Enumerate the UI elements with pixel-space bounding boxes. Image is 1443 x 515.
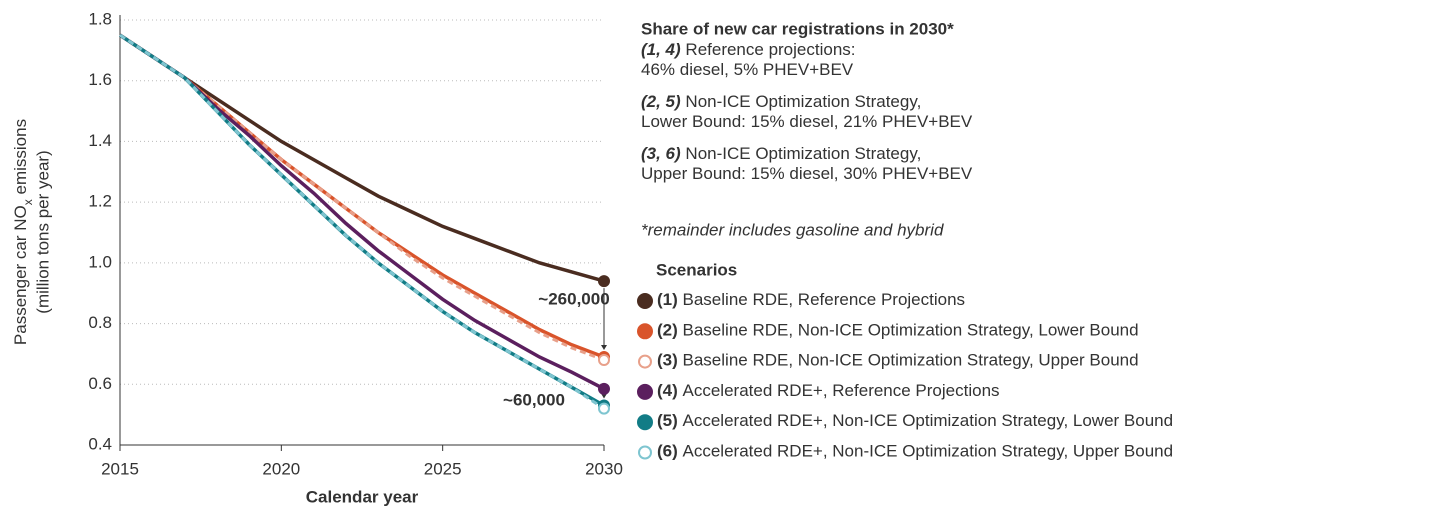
y-label-part: Passenger car NO — [11, 205, 30, 345]
y-tick-label: 0.6 — [88, 374, 112, 393]
legend-label: Baseline RDE, Non-ICE Optimization Strat… — [683, 351, 1139, 370]
series-line — [119, 33, 605, 283]
end-marker — [598, 382, 610, 395]
note-line: 46% diesel, 5% PHEV+BEV — [641, 60, 854, 79]
note-line: (3, 6) Non-ICE Optimization Strategy, — [641, 144, 921, 163]
end-marker — [598, 275, 610, 288]
annotation-arrowhead — [601, 344, 607, 350]
x-tick-label: 2020 — [262, 459, 300, 478]
y-tick-label: 1.6 — [88, 70, 112, 89]
legend-label: Accelerated RDE+, Non-ICE Optimization S… — [683, 412, 1174, 431]
y-tick-label: 0.4 — [88, 434, 112, 453]
note-line: Lower Bound: 15% diesel, 21% PHEV+BEV — [641, 112, 973, 131]
y-tick-label: 1.8 — [88, 9, 112, 28]
note-text: Non-ICE Optimization Strategy, — [681, 144, 922, 163]
legend-marker — [637, 323, 653, 340]
series-line — [119, 33, 605, 362]
legend-number: (3) — [657, 351, 678, 370]
y-tick-label: 1.0 — [88, 252, 112, 271]
y-tick-label: 1.2 — [88, 192, 112, 211]
x-tick-label: 2015 — [101, 459, 139, 478]
note-line: (1, 4) Reference projections: — [641, 40, 856, 59]
y-label-part: emissions — [11, 119, 30, 199]
y-label-sub: x — [21, 199, 35, 205]
legend-number: (5) — [657, 412, 678, 431]
note-text: Reference projections: — [681, 40, 856, 59]
notes-title: Share of new car registrations in 2030* — [641, 19, 954, 38]
note-prefix: (2, 5) — [641, 92, 681, 111]
y-tick-label: 1.4 — [88, 131, 112, 150]
x-tick-label: 2030 — [585, 459, 623, 478]
legend-number: (6) — [657, 442, 678, 461]
legend-entry: (5) Accelerated RDE+, Non-ICE Optimizati… — [657, 412, 1173, 431]
series-line — [119, 33, 605, 410]
x-tick-label: 2025 — [424, 459, 462, 478]
end-marker — [598, 402, 610, 415]
note-line: (2, 5) Non-ICE Optimization Strategy, — [641, 92, 921, 111]
annotation-arrowhead — [601, 393, 607, 399]
legend-number: (4) — [657, 381, 678, 400]
legend-label: Accelerated RDE+, Non-ICE Optimization S… — [683, 442, 1174, 461]
y-axis-label: (million tons per year) — [33, 150, 52, 313]
legend-marker — [637, 414, 653, 431]
note-text: Upper Bound: 15% diesel, 30% PHEV+BEV — [641, 164, 973, 183]
end-marker — [598, 354, 610, 366]
legend-entry: (1) Baseline RDE, Reference Projections — [657, 290, 965, 309]
legend-entry: (6) Accelerated RDE+, Non-ICE Optimizati… — [657, 442, 1173, 461]
y-axis-label: Passenger car NOx emissions — [11, 119, 35, 345]
x-axis-label: Calendar year — [306, 487, 419, 506]
y-tick-label: 0.8 — [88, 313, 112, 332]
note-text: 46% diesel, 5% PHEV+BEV — [641, 60, 854, 79]
note-text: Lower Bound: 15% diesel, 21% PHEV+BEV — [641, 112, 973, 131]
legend-number: (2) — [657, 321, 678, 340]
legend-entry: (2) Baseline RDE, Non-ICE Optimization S… — [657, 321, 1139, 340]
legend-label: Baseline RDE, Reference Projections — [683, 290, 966, 309]
legend-entry: (4) Accelerated RDE+, Reference Projecti… — [657, 381, 1000, 400]
note-prefix: (1, 4) — [641, 40, 681, 59]
legend-marker — [638, 354, 652, 369]
notes-footnote: *remainder includes gasoline and hybrid — [641, 220, 944, 239]
legend-label: Accelerated RDE+, Reference Projections — [683, 381, 1000, 400]
annotation: ~60,000 — [503, 390, 565, 409]
note-prefix: (3, 6) — [641, 144, 681, 163]
legend-entry: (3) Baseline RDE, Non-ICE Optimization S… — [657, 351, 1139, 370]
legend-marker — [637, 293, 653, 309]
legend-marker — [638, 445, 652, 460]
legend-marker — [637, 383, 653, 400]
legend-label: Baseline RDE, Non-ICE Optimization Strat… — [683, 321, 1139, 340]
note-text: Non-ICE Optimization Strategy, — [681, 92, 922, 111]
note-line: Upper Bound: 15% diesel, 30% PHEV+BEV — [641, 164, 973, 183]
legend-title: Scenarios — [656, 260, 737, 279]
legend-number: (1) — [657, 290, 678, 309]
annotation: ~260,000 — [538, 289, 609, 308]
